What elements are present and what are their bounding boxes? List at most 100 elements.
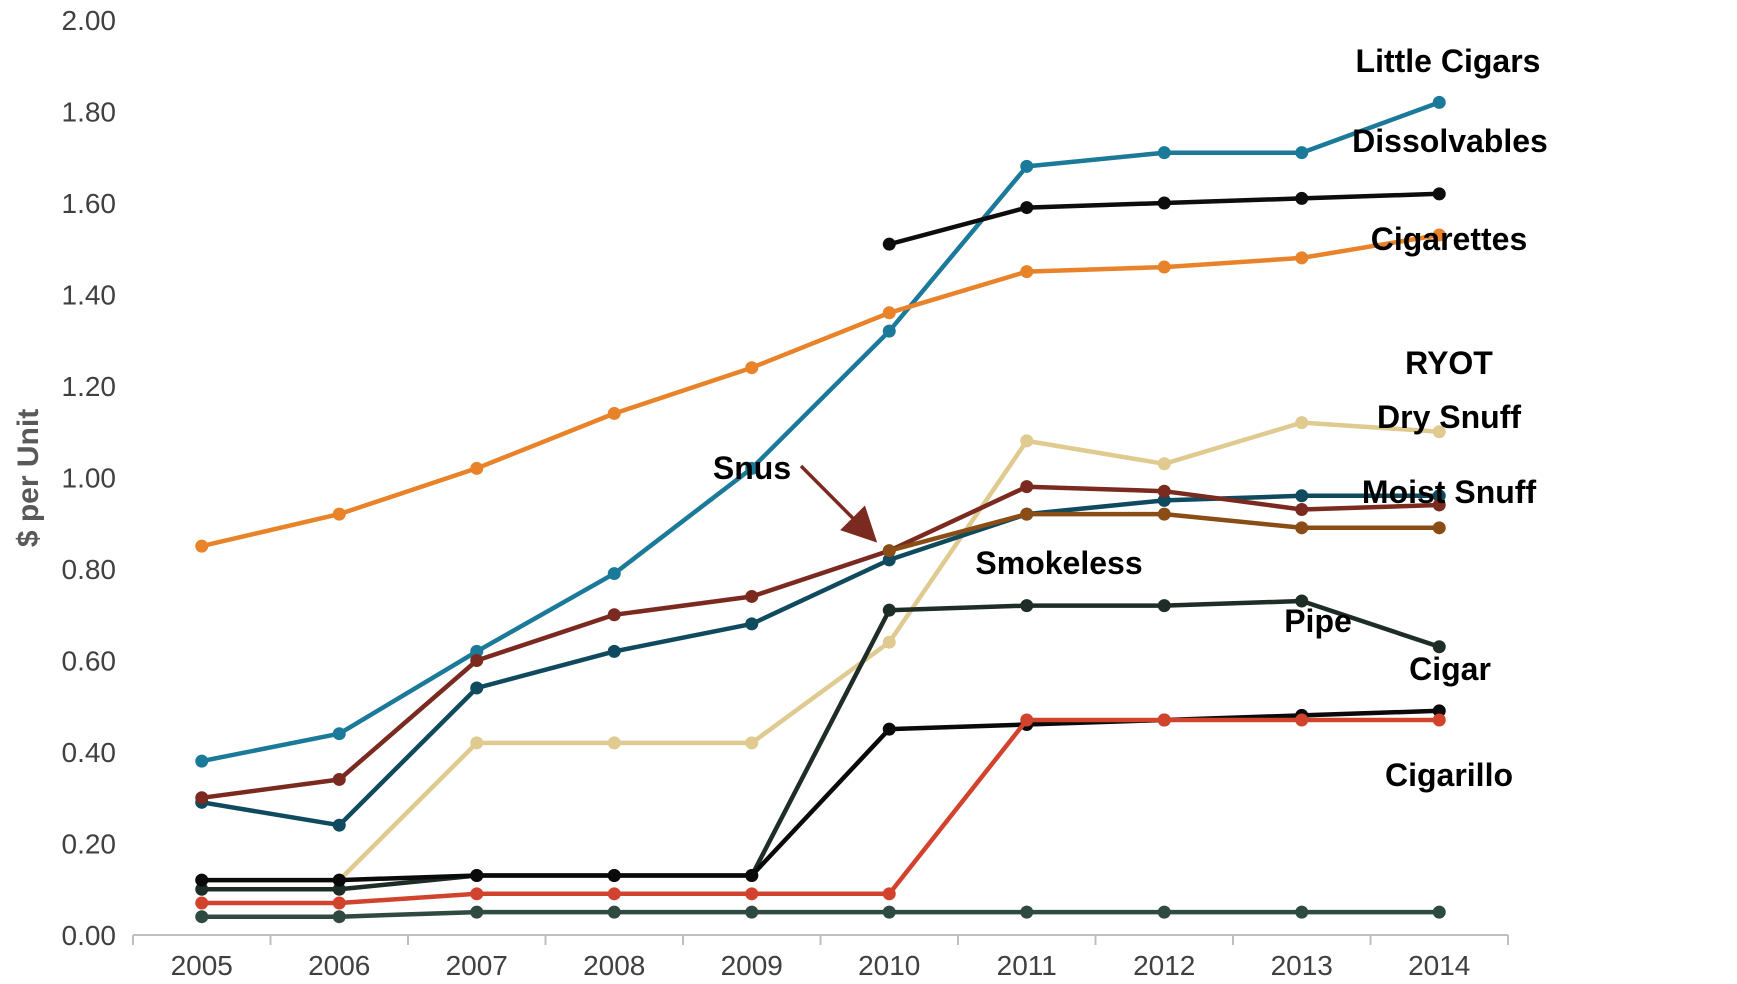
x-tick-label: 2008 — [583, 950, 645, 981]
data-point-moist-snuff — [1432, 521, 1446, 535]
data-point-cigarettes — [332, 507, 346, 521]
series-label-ryot: RYOT — [1405, 345, 1493, 381]
data-point-dry-snuff — [1432, 489, 1446, 503]
series-dissolvables — [882, 187, 1446, 251]
data-point-moist-snuff — [1157, 507, 1171, 521]
data-point-cigarettes — [882, 306, 896, 320]
y-tick-label: 1.00 — [62, 463, 117, 494]
series-label-dissolvables: Dissolvables — [1352, 123, 1548, 159]
series-label-snus: Snus — [713, 450, 791, 486]
series-label-cigarillo: Cigarillo — [1385, 757, 1513, 793]
data-point-dry-snuff — [1295, 489, 1309, 503]
annotation-arrow — [799, 464, 878, 543]
y-tick-label: 0.60 — [62, 646, 117, 677]
data-point-snus — [607, 608, 621, 622]
x-tick-label: 2010 — [858, 950, 920, 981]
y-tick-label: 1.80 — [62, 97, 117, 128]
series-label-little-cigars: Little Cigars — [1356, 43, 1541, 79]
data-point-snus — [1020, 480, 1034, 494]
y-tick-label: 0.00 — [62, 920, 117, 951]
data-point-little-cigars — [195, 754, 209, 768]
data-point-cigarillo — [470, 905, 484, 919]
data-point-cigarillo — [1295, 905, 1309, 919]
data-point-little-cigars — [1157, 146, 1171, 160]
data-point-snus — [1157, 484, 1171, 498]
data-point-dry-snuff — [470, 681, 484, 695]
series-layer — [195, 95, 1446, 924]
series-line-cigar — [201, 717, 1440, 906]
series-smokeless — [195, 594, 1446, 896]
y-tick-label: 0.20 — [62, 829, 117, 860]
series-moist-snuff — [882, 507, 1446, 558]
data-point-snus — [745, 589, 759, 603]
data-point-cigar — [882, 887, 896, 901]
data-point-dissolvables — [1157, 196, 1171, 210]
data-point-smokeless — [332, 882, 346, 896]
data-point-little-cigars — [1295, 146, 1309, 160]
x-tick-label: 2013 — [1271, 950, 1333, 981]
data-point-ryot — [882, 635, 896, 649]
data-point-pipe — [882, 722, 896, 736]
data-point-cigarettes — [1432, 228, 1446, 242]
data-point-cigarillo — [332, 910, 346, 924]
series-cigarillo — [195, 905, 1446, 924]
data-point-smokeless — [882, 603, 896, 617]
series-line-snus — [201, 484, 1440, 801]
series-line-cigarettes — [201, 232, 1440, 549]
y-tick-label: 1.20 — [62, 371, 117, 402]
data-point-smokeless — [195, 882, 209, 896]
data-point-smokeless — [1157, 599, 1171, 613]
data-point-cigar — [1432, 713, 1446, 727]
data-point-cigarillo — [882, 905, 896, 919]
series-label-cigarettes: Cigarettes — [1371, 221, 1528, 257]
y-tick-label: 1.40 — [62, 280, 117, 311]
series-snus — [195, 480, 1446, 805]
x-axis: 2005 2006 2007 2008 2009 2010 2011 2012 2013 2014 — [132, 934, 1509, 981]
data-point-cigarettes — [1157, 260, 1171, 274]
data-point-cigarettes — [745, 361, 759, 375]
data-point-cigarillo — [607, 905, 621, 919]
data-point-dry-snuff — [1157, 493, 1171, 507]
series-label-smokeless: Smokeless — [975, 545, 1142, 581]
data-point-cigarillo — [1157, 905, 1171, 919]
series-line-dry-snuff — [201, 493, 1440, 828]
data-point-little-cigars — [882, 324, 896, 338]
data-point-dry-snuff — [882, 553, 896, 567]
y-tick-label: 1.60 — [62, 188, 117, 219]
data-point-cigar — [470, 887, 484, 901]
series-label-moist-snuff: Moist Snuff — [1362, 474, 1537, 510]
data-point-cigarettes — [1295, 251, 1309, 265]
x-tick-label: 2007 — [446, 950, 508, 981]
data-point-cigar — [607, 887, 621, 901]
series-label-layer: Little Cigars Dissolvables Cigarettes RYOT D… — [713, 43, 1548, 793]
data-point-smokeless — [1020, 599, 1034, 613]
data-point-snus — [470, 654, 484, 667]
y-axis: 0.00 0.20 0.40 0.60 0.80 1.00 1.20 1.40 1.60 1.80… — [62, 5, 117, 951]
data-point-little-cigars — [745, 461, 759, 475]
data-point-little-cigars — [470, 644, 484, 658]
series-line-cigarillo — [201, 909, 1440, 919]
data-point-dissolvables — [1295, 191, 1309, 205]
y-tick-label: 0.40 — [62, 737, 117, 768]
data-point-moist-snuff — [882, 544, 896, 558]
data-point-little-cigars — [332, 727, 346, 741]
data-point-pipe — [332, 873, 346, 887]
data-point-cigarettes — [1020, 265, 1034, 279]
data-point-cigarettes — [470, 461, 484, 475]
data-point-cigar — [1157, 713, 1171, 727]
x-tick-label: 2014 — [1408, 950, 1470, 981]
x-tick-label: 2006 — [308, 950, 370, 981]
data-point-ryot — [470, 736, 484, 750]
series-dry-snuff — [195, 489, 1446, 832]
data-point-cigarillo — [1020, 905, 1034, 919]
x-tick-label: 2009 — [721, 950, 783, 981]
series-line-ryot — [201, 420, 1440, 883]
data-point-smokeless — [1432, 640, 1446, 654]
data-point-cigarillo — [195, 910, 209, 924]
series-label-cigar: Cigar — [1409, 651, 1491, 687]
series-pipe — [195, 704, 1446, 887]
data-point-cigar — [195, 896, 209, 910]
series-line-smokeless — [201, 598, 1441, 892]
data-point-ryot — [745, 736, 759, 750]
data-point-little-cigars — [1020, 159, 1034, 173]
